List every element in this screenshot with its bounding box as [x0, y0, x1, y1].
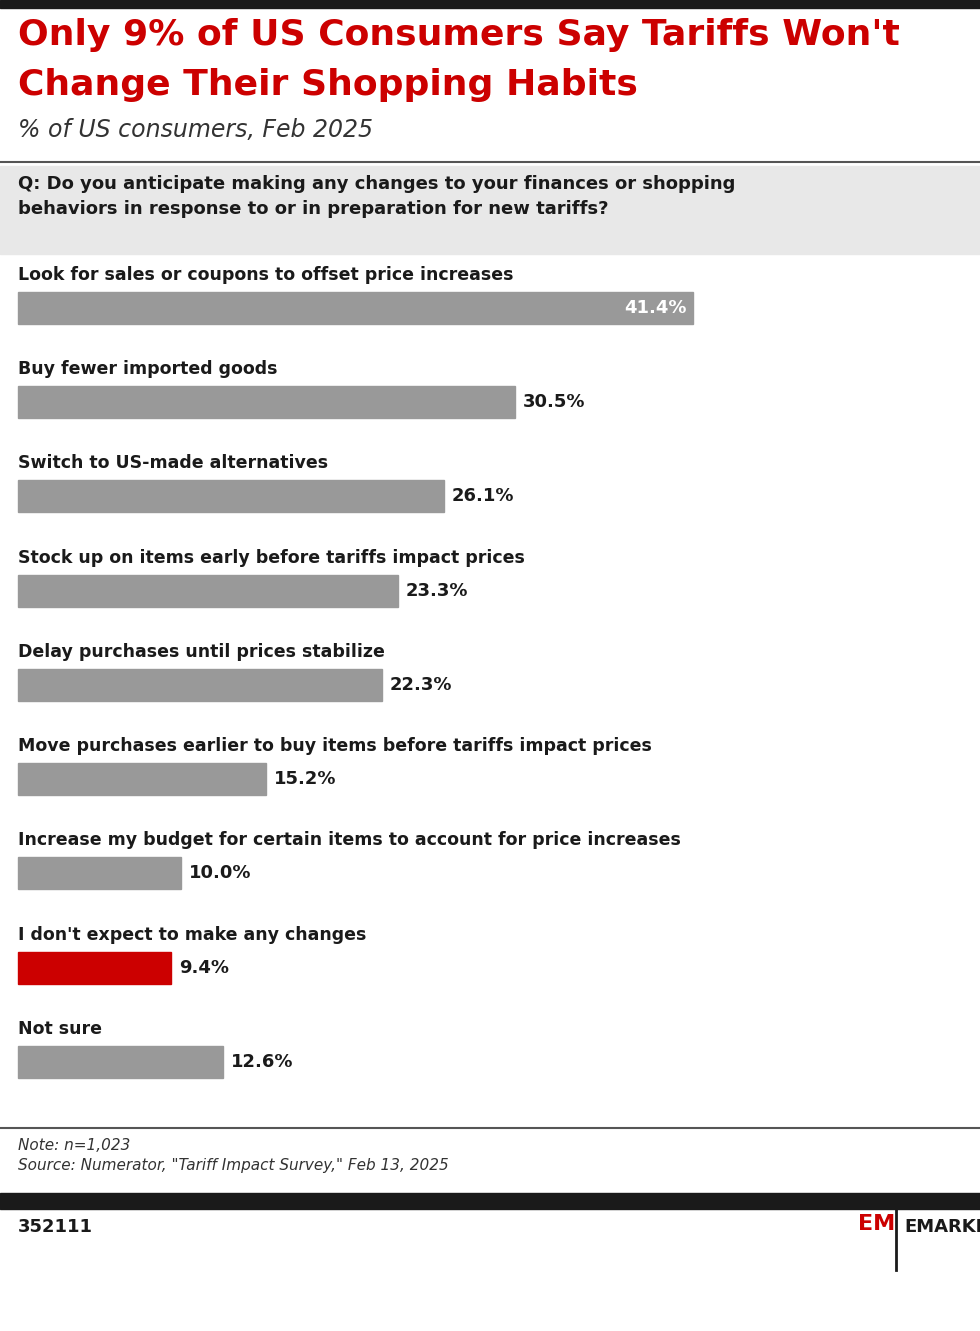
Bar	[18, 952, 172, 984]
Bar	[18, 291, 693, 323]
Text: 9.4%: 9.4%	[179, 958, 229, 977]
Text: Change Their Shopping Habits: Change Their Shopping Habits	[18, 68, 638, 102]
Text: 41.4%: 41.4%	[624, 299, 687, 317]
Text: Look for sales or coupons to offset price increases: Look for sales or coupons to offset pric…	[18, 266, 514, 284]
Bar	[18, 575, 398, 607]
Text: 15.2%: 15.2%	[273, 771, 336, 788]
Text: 30.5%: 30.5%	[523, 393, 586, 411]
Text: 10.0%: 10.0%	[189, 864, 252, 882]
Bar	[18, 1046, 223, 1078]
Bar	[18, 480, 444, 512]
Text: Only 9% of US Consumers Say Tariffs Won't: Only 9% of US Consumers Say Tariffs Won'…	[18, 19, 900, 52]
Bar	[0, 0, 980, 8]
Text: % of US consumers, Feb 2025: % of US consumers, Feb 2025	[18, 118, 373, 142]
Bar	[18, 669, 381, 701]
Bar	[0, 166, 980, 254]
Text: I don't expect to make any changes: I don't expect to make any changes	[18, 925, 367, 944]
Text: 12.6%: 12.6%	[231, 1053, 294, 1070]
Text: Stock up on items early before tariffs impact prices: Stock up on items early before tariffs i…	[18, 548, 525, 567]
Bar	[0, 1193, 980, 1209]
Text: Move purchases earlier to buy items before tariffs impact prices: Move purchases earlier to buy items befo…	[18, 737, 652, 755]
Text: Switch to US-made alternatives: Switch to US-made alternatives	[18, 454, 328, 473]
Text: Q: Do you anticipate making any changes to your finances or shopping
behaviors i: Q: Do you anticipate making any changes …	[18, 174, 735, 218]
Text: Not sure: Not sure	[18, 1020, 102, 1038]
Bar	[18, 857, 181, 889]
Text: 352111: 352111	[18, 1218, 93, 1236]
Text: Buy fewer imported goods: Buy fewer imported goods	[18, 361, 277, 378]
Bar	[18, 386, 515, 418]
Text: Delay purchases until prices stabilize: Delay purchases until prices stabilize	[18, 643, 385, 662]
Text: Increase my budget for certain items to account for price increases: Increase my budget for certain items to …	[18, 832, 681, 849]
Text: Note: n=1,023: Note: n=1,023	[18, 1138, 130, 1153]
Text: 23.3%: 23.3%	[406, 582, 468, 600]
Bar	[18, 763, 266, 795]
Text: 26.1%: 26.1%	[452, 487, 514, 506]
Text: EMARKETER: EMARKETER	[904, 1218, 980, 1236]
Text: Source: Numerator, "Tariff Impact Survey," Feb 13, 2025: Source: Numerator, "Tariff Impact Survey…	[18, 1158, 449, 1173]
Text: EM: EM	[858, 1214, 896, 1234]
Text: 22.3%: 22.3%	[390, 676, 452, 693]
